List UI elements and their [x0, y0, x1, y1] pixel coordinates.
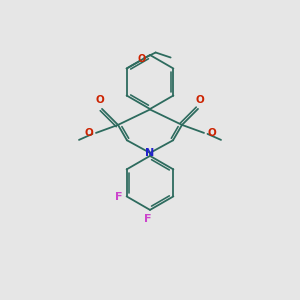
Text: F: F	[115, 192, 122, 203]
Text: F: F	[144, 214, 152, 224]
Text: O: O	[84, 128, 93, 138]
Text: O: O	[207, 128, 216, 138]
Text: O: O	[96, 95, 104, 105]
Text: O: O	[196, 95, 204, 105]
Text: N: N	[146, 148, 154, 158]
Text: O: O	[137, 55, 146, 64]
